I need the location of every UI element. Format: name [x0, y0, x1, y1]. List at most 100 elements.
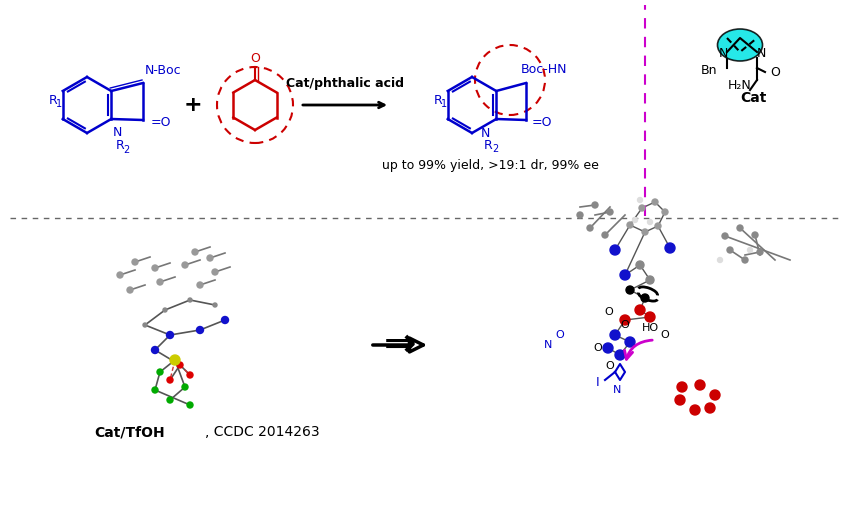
Circle shape: [632, 217, 638, 223]
Text: O: O: [593, 343, 603, 353]
Text: N: N: [756, 46, 766, 59]
Circle shape: [182, 262, 188, 268]
Circle shape: [638, 198, 643, 202]
Circle shape: [665, 243, 675, 253]
Circle shape: [192, 249, 198, 255]
Circle shape: [196, 327, 203, 333]
Text: O: O: [556, 330, 564, 340]
Text: =O: =O: [151, 115, 172, 128]
Circle shape: [177, 362, 183, 368]
Circle shape: [642, 229, 648, 235]
Text: O: O: [604, 307, 614, 317]
Circle shape: [592, 202, 598, 208]
Circle shape: [636, 261, 644, 269]
Circle shape: [212, 269, 218, 275]
Circle shape: [152, 265, 158, 271]
Text: N: N: [544, 340, 552, 350]
Text: Cat/phthalic acid: Cat/phthalic acid: [286, 77, 404, 90]
Text: +: +: [184, 95, 202, 115]
Text: 2: 2: [123, 145, 129, 154]
Circle shape: [662, 209, 668, 215]
Circle shape: [752, 232, 758, 238]
Circle shape: [163, 308, 167, 312]
Circle shape: [182, 384, 188, 390]
Circle shape: [587, 225, 593, 231]
Circle shape: [652, 199, 658, 205]
Circle shape: [127, 287, 133, 293]
Circle shape: [577, 212, 583, 218]
Circle shape: [747, 248, 752, 253]
Circle shape: [645, 312, 655, 322]
Text: =O: =O: [532, 115, 552, 128]
Circle shape: [157, 279, 163, 285]
Circle shape: [648, 219, 653, 225]
Text: up to 99% yield, >19:1 dr, 99% ee: up to 99% yield, >19:1 dr, 99% ee: [382, 159, 598, 172]
Circle shape: [620, 315, 630, 325]
Circle shape: [677, 382, 687, 392]
Circle shape: [197, 282, 203, 288]
Text: R: R: [116, 139, 124, 152]
Text: R: R: [48, 94, 58, 107]
Circle shape: [152, 387, 158, 393]
Text: N: N: [718, 46, 728, 59]
Text: N: N: [480, 126, 490, 139]
Circle shape: [610, 245, 620, 255]
Circle shape: [615, 350, 625, 360]
Circle shape: [157, 369, 163, 375]
Text: O: O: [250, 52, 260, 65]
Circle shape: [722, 233, 728, 239]
Circle shape: [717, 257, 722, 263]
Circle shape: [188, 298, 192, 302]
Circle shape: [610, 330, 620, 340]
Circle shape: [167, 332, 173, 339]
Text: R: R: [484, 138, 492, 151]
Circle shape: [187, 372, 193, 378]
Text: , CCDC 2014263: , CCDC 2014263: [205, 425, 320, 439]
Circle shape: [607, 209, 613, 215]
Circle shape: [757, 249, 763, 255]
Circle shape: [213, 303, 217, 307]
Circle shape: [117, 272, 123, 278]
Circle shape: [626, 286, 634, 294]
Text: N-Boc: N-Boc: [145, 63, 182, 76]
Circle shape: [207, 255, 213, 261]
Text: O: O: [770, 66, 779, 79]
Circle shape: [737, 225, 743, 231]
Text: N: N: [613, 385, 621, 395]
Circle shape: [675, 395, 685, 405]
Circle shape: [602, 232, 608, 238]
Text: 1: 1: [56, 99, 62, 109]
Circle shape: [641, 294, 649, 302]
Circle shape: [167, 377, 173, 383]
Text: Cat/TfOH: Cat/TfOH: [94, 425, 165, 439]
Text: O: O: [660, 330, 669, 340]
Circle shape: [170, 355, 180, 365]
Circle shape: [132, 259, 138, 265]
Circle shape: [151, 346, 158, 354]
Text: R: R: [434, 94, 442, 107]
Circle shape: [635, 305, 645, 315]
Circle shape: [167, 397, 173, 403]
Text: O: O: [605, 361, 615, 371]
Text: 2: 2: [492, 144, 498, 154]
Circle shape: [143, 323, 147, 327]
Text: 1: 1: [441, 99, 447, 109]
Text: Bn: Bn: [700, 63, 717, 76]
Ellipse shape: [717, 29, 762, 61]
Circle shape: [627, 222, 633, 228]
Circle shape: [727, 247, 733, 253]
Circle shape: [695, 380, 705, 390]
Circle shape: [655, 223, 661, 229]
Circle shape: [646, 276, 654, 284]
Text: I: I: [596, 375, 600, 388]
Circle shape: [187, 402, 193, 408]
Text: ⇒: ⇒: [383, 326, 416, 364]
Text: Boc-HN: Boc-HN: [521, 62, 568, 75]
FancyArrowPatch shape: [373, 331, 422, 359]
Circle shape: [639, 205, 645, 211]
Circle shape: [705, 403, 715, 413]
Circle shape: [690, 405, 700, 415]
Circle shape: [603, 343, 613, 353]
Text: H₂N: H₂N: [728, 79, 752, 92]
Circle shape: [742, 257, 748, 263]
